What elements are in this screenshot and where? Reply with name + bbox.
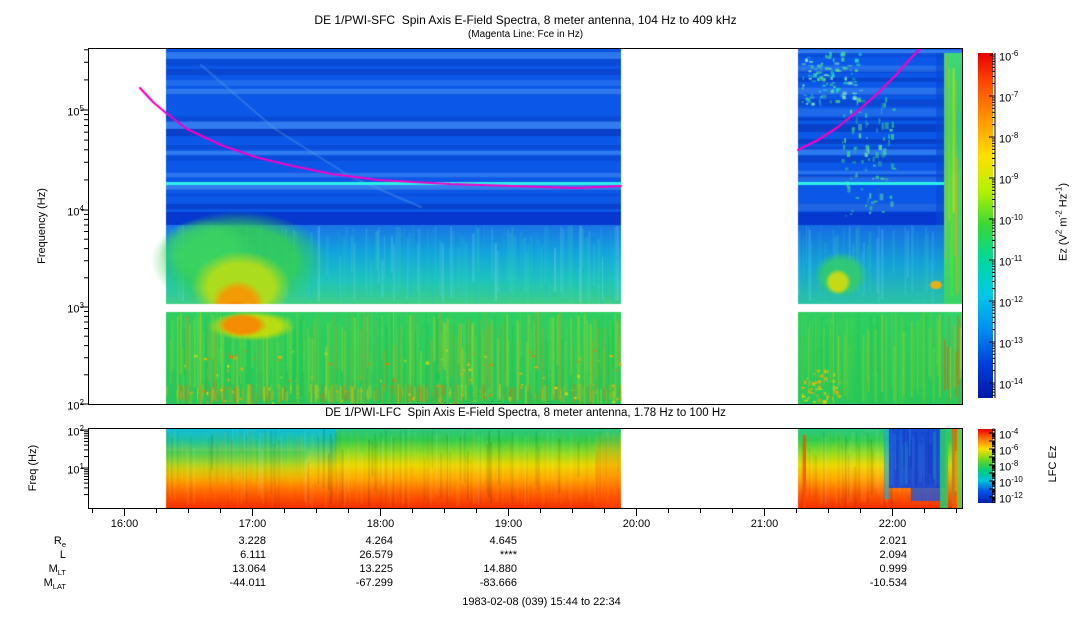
time-tick-label: 19:00: [494, 518, 523, 530]
ephemeris-row-label: L: [59, 549, 66, 561]
ephemeris-value: 6.111: [240, 549, 266, 561]
lfc-colorbar: [978, 429, 993, 503]
ephemeris-row-label: MLAT: [43, 577, 66, 592]
lfc-colorbar-tick-label: 10-12: [999, 491, 1023, 506]
sfc-colorbar-tick-label: 10-11: [999, 254, 1023, 269]
sfc-ytick-label: 104: [67, 204, 84, 219]
lfc-colorbar-tick-label: 10-6: [999, 443, 1019, 458]
ephemeris-value: -83.666: [479, 577, 517, 589]
lfc-colorbar-tick-label: 10-10: [999, 475, 1023, 490]
time-range-caption: 1983-02-08 (039) 15:44 to 22:34: [462, 596, 621, 608]
lfc-ytick-label: 101: [67, 462, 84, 477]
ephemeris-value: 4.645: [489, 535, 517, 547]
ephemeris-value: 2.021: [879, 535, 907, 547]
ephemeris-value: 0.999: [879, 563, 907, 575]
ephemeris-value: 2.094: [879, 549, 907, 561]
sfc-spectrogram-canvas: [89, 49, 962, 404]
lfc-y-axis-label: Freq (Hz): [27, 444, 39, 492]
time-tick-label: 17:00: [238, 518, 267, 530]
ephemeris-value: 4.264: [365, 535, 393, 547]
sfc-panel-title: DE 1/PWI-SFC Spin Axis E-Field Spectra, …: [314, 13, 737, 27]
lfc-colorbar-label: LFC Ez: [1047, 445, 1059, 483]
sfc-ytick-label: 102: [67, 398, 84, 413]
time-tick-label: 22:00: [878, 518, 907, 530]
sfc-colorbar-tick-label: 10-8: [999, 131, 1019, 146]
sfc-colorbar-tick-label: 10-14: [999, 377, 1023, 392]
sfc-colorbar-tick-label: 10-9: [999, 172, 1019, 187]
lfc-spectrogram-canvas: [89, 429, 962, 508]
sfc-colorbar-tick-label: 10-13: [999, 336, 1023, 351]
lfc-colorbar-tick-label: 10-8: [999, 459, 1019, 474]
sfc-spectrogram-panel: [88, 48, 963, 405]
ephemeris-value: ****: [499, 549, 517, 561]
ephemeris-value: 3.228: [238, 535, 266, 547]
sfc-colorbar-tick-label: 10-6: [999, 49, 1019, 64]
ephemeris-value: -10.534: [869, 577, 907, 589]
sfc-ytick-label: 103: [67, 301, 84, 316]
sfc-y-axis-label: Frequency (Hz): [36, 188, 48, 264]
lfc-panel-title: DE 1/PWI-LFC Spin Axis E-Field Spectra, …: [325, 407, 726, 419]
ephemeris-value: 13.225: [359, 563, 393, 575]
time-tick-label: 18:00: [366, 518, 395, 530]
lfc-ytick-label: 102: [67, 424, 84, 439]
ephemeris-row-label: MLT: [48, 563, 66, 578]
ephemeris-value: 26.579: [359, 549, 393, 561]
ephemeris-row-label: Re: [53, 535, 66, 550]
sfc-ytick-label: 105: [67, 104, 84, 119]
sfc-colorbar-label: Ez (V2 m-2 Hz-1): [1054, 182, 1070, 262]
time-tick-label: 16:00: [110, 518, 139, 530]
sfc-colorbar-tick-label: 10-7: [999, 90, 1019, 105]
sfc-panel-subtitle: (Magenta Line: Fce in Hz): [467, 29, 584, 40]
sfc-colorbar: [978, 53, 993, 398]
ephemeris-value: 14.880: [483, 563, 517, 575]
sfc-colorbar-tick-label: 10-12: [999, 295, 1023, 310]
lfc-colorbar-tick-label: 10-4: [999, 427, 1019, 442]
ephemeris-value: -44.011: [229, 577, 267, 589]
ephemeris-value: -67.299: [355, 577, 393, 589]
ephemeris-value: 13.064: [232, 563, 266, 575]
sfc-colorbar-tick-label: 10-10: [999, 213, 1023, 228]
lfc-spectrogram-panel: [88, 428, 963, 509]
time-tick-label: 20:00: [622, 518, 651, 530]
time-tick-label: 21:00: [750, 518, 779, 530]
